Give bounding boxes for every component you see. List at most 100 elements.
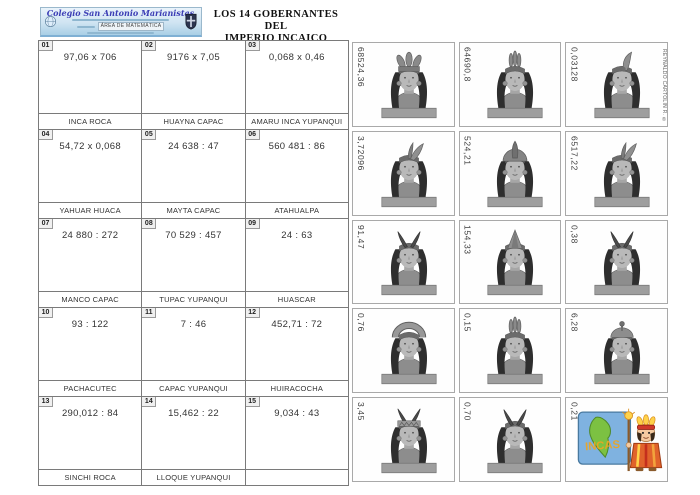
problem-number-badge: 02 bbox=[142, 41, 157, 51]
page-title-line1: LOS 14 GOBERNANTES DEL bbox=[213, 9, 339, 32]
inca-portrait-crest bbox=[487, 316, 543, 385]
problem-number-badge: 08 bbox=[142, 219, 157, 229]
inca-portrait-feathers2 bbox=[594, 231, 650, 296]
school-name: Colegio San Antonio Marianistas bbox=[46, 8, 195, 18]
problem-expression: 290,012 : 84 bbox=[61, 408, 119, 419]
inca-portrait-band bbox=[381, 408, 437, 474]
answer-cell-2: 64690,8 bbox=[458, 42, 562, 127]
problem-number-badge: 15 bbox=[245, 397, 260, 407]
problem-number-badge: 11 bbox=[142, 308, 157, 318]
problem-number-badge: 12 bbox=[245, 308, 260, 318]
answer-value: 64690,8 bbox=[462, 47, 473, 82]
inca-portrait-plume bbox=[594, 51, 650, 118]
ruler-name-cell: YAHUAR HUACA bbox=[39, 203, 143, 219]
problem-expression: 97,06 x 706 bbox=[63, 52, 117, 63]
problem-expression: 15,462 : 22 bbox=[168, 408, 219, 419]
answer-cell-14: 0,70 bbox=[458, 397, 562, 482]
answer-cell-9: 0,38 bbox=[565, 219, 668, 305]
problem-expression: 70 529 : 457 bbox=[165, 230, 222, 241]
problem-cell-14: 14 15,462 : 22 bbox=[142, 397, 246, 470]
problem-expression: 452,71 : 72 bbox=[271, 319, 323, 330]
problem-cell-07: 07 24 880 : 272 bbox=[39, 219, 143, 292]
ruler-name-cell: ATAHUALPA bbox=[245, 203, 349, 219]
inca-portrait-arc bbox=[381, 314, 437, 385]
school-emblem-icon bbox=[44, 15, 57, 28]
answer-value: 0,38 bbox=[569, 224, 580, 244]
answer-value: 0,03128 bbox=[569, 47, 580, 82]
answer-value: 524,21 bbox=[462, 135, 473, 166]
inca-portrait-feathers2 bbox=[487, 409, 543, 474]
problem-expression: 560 481 : 86 bbox=[268, 141, 326, 152]
answer-cell-3: 0,03128 REYNALDO CARTOLIN R. ® bbox=[565, 42, 668, 127]
problem-expression: 24 880 : 272 bbox=[61, 230, 119, 241]
problem-cell-04: 04 54,72 x 0,068 bbox=[39, 130, 143, 203]
inca-cartoon-illustration: INCAS bbox=[577, 407, 663, 473]
problem-cell-01: 01 97,06 x 706 bbox=[39, 41, 143, 114]
problem-number-badge: 07 bbox=[39, 219, 53, 229]
inca-portrait-sidefeather bbox=[381, 142, 437, 207]
answer-value: 68524,36 bbox=[356, 47, 366, 88]
problem-number-badge: 13 bbox=[39, 397, 53, 407]
problem-expression: 0,068 x 0,46 bbox=[268, 52, 325, 63]
problem-expression: 7 : 46 bbox=[180, 319, 207, 330]
letterhead-subtext-line bbox=[72, 19, 169, 21]
problem-expression: 24 638 : 47 bbox=[168, 141, 219, 152]
ruler-name-cell: CAPAC YUPANQUI bbox=[142, 381, 246, 397]
problem-cell-15: 15 9,034 : 43 bbox=[245, 397, 349, 470]
ruler-name-cell: TUPAC YUPANQUI bbox=[142, 292, 246, 308]
inca-portrait-crest bbox=[487, 50, 543, 118]
ruler-name-cell: LLOQUE YUPANQUI bbox=[142, 470, 246, 486]
problem-cell-12: 12 452,71 : 72 bbox=[245, 308, 349, 381]
inca-portrait-pointed bbox=[487, 229, 543, 296]
answer-cell-1: 68524,36 bbox=[352, 42, 455, 127]
problem-number-badge: 10 bbox=[39, 308, 53, 318]
problem-cell-06: 06 560 481 : 86 bbox=[245, 130, 349, 203]
page-title-line2: IMPERIO INCAICO bbox=[224, 33, 328, 44]
inca-portrait-cap bbox=[594, 321, 650, 385]
problem-number-badge: 04 bbox=[39, 130, 53, 140]
answer-cell-11: 0,15 bbox=[458, 308, 562, 394]
answer-cell-7: 91,47 bbox=[352, 219, 455, 305]
problem-expression: 93 : 122 bbox=[71, 319, 109, 330]
inca-portrait-helmet bbox=[487, 140, 543, 207]
illustration-text: INCAS bbox=[585, 439, 621, 453]
answer-value: 0,76 bbox=[356, 313, 366, 333]
answer-cell-12: 6,28 bbox=[565, 308, 668, 394]
answer-value: 3,72096 bbox=[356, 135, 366, 171]
problem-number-badge: 05 bbox=[142, 130, 157, 140]
answer-value: 6517,22 bbox=[569, 135, 580, 171]
problem-cell-13: 13 290,012 : 84 bbox=[39, 397, 143, 470]
problem-cell-11: 11 7 : 46 bbox=[142, 308, 246, 381]
answer-value: 3,45 bbox=[356, 402, 366, 422]
letterhead-subtext-line bbox=[87, 32, 154, 34]
ruler-name-cell: HUIRACOCHA bbox=[245, 381, 349, 397]
answer-cell-13: 3,45 bbox=[352, 397, 455, 482]
ruler-name-cell: PACHACUTEC bbox=[39, 381, 143, 397]
problem-cell-08: 08 70 529 : 457 bbox=[142, 219, 246, 292]
problem-number-badge: 09 bbox=[245, 219, 260, 229]
problem-number-badge: 14 bbox=[142, 397, 157, 407]
problem-cell-02: 02 9176 x 7,05 bbox=[142, 41, 246, 114]
answer-value: 91,47 bbox=[356, 224, 366, 249]
inca-portrait-sidefeather bbox=[594, 142, 650, 207]
problem-expression: 9,034 : 43 bbox=[274, 408, 320, 419]
answers-grid: 68524,36 64690,8 0,03128 REYNALDO CARTOLIN … bbox=[352, 42, 668, 482]
answer-cell-4: 3,72096 bbox=[352, 130, 455, 216]
answer-value: 0,15 bbox=[462, 313, 473, 333]
problem-expression: 54,72 x 0,068 bbox=[59, 141, 121, 152]
answer-cell-6: 6517,22 bbox=[565, 130, 668, 216]
ruler-name-cell: INCA ROCA bbox=[39, 114, 143, 130]
answer-value: 0,21 bbox=[569, 402, 580, 422]
problem-cell-03: 03 0,068 x 0,46 bbox=[245, 41, 349, 114]
inca-portrait-feathers2 bbox=[381, 231, 437, 296]
ruler-name-cell: AMARU INCA YUPANQUI bbox=[245, 114, 349, 130]
problem-number-badge: 01 bbox=[39, 41, 53, 51]
answer-value: 154,33 bbox=[462, 224, 473, 255]
answer-value: 6,28 bbox=[569, 313, 580, 333]
problems-table: 01 97,06 x 706 02 9176 x 7,05 03 0,068 x 0,46… bbox=[38, 40, 349, 486]
ruler-name-cell: HUASCAR bbox=[245, 292, 349, 308]
answer-cell-10: 0,76 bbox=[352, 308, 455, 394]
ruler-name-cell: SINCHI ROCA bbox=[39, 470, 143, 486]
inca-portrait-fan bbox=[381, 51, 437, 118]
